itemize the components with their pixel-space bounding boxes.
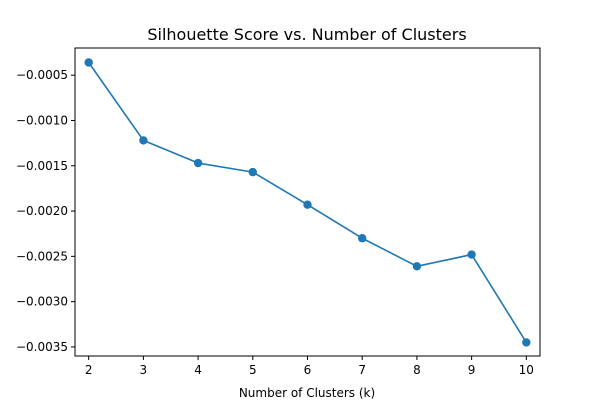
chart-title: Silhouette Score vs. Number of Clusters xyxy=(147,25,466,44)
x-axis-title: Number of Clusters (k) xyxy=(239,386,375,400)
data-point xyxy=(467,250,476,259)
y-tick-label: −0.0035 xyxy=(16,340,68,354)
x-tick-label: 4 xyxy=(194,363,202,377)
x-tick-label: 7 xyxy=(358,363,366,377)
y-tick-label: −0.0025 xyxy=(16,249,68,263)
x-tick-label: 2 xyxy=(85,363,93,377)
x-tick-label: 8 xyxy=(413,363,421,377)
x-tick-label: 9 xyxy=(468,363,476,377)
data-point xyxy=(412,262,422,271)
x-tick-label: 6 xyxy=(304,363,312,377)
x-tick-label: 10 xyxy=(519,363,534,377)
data-point xyxy=(84,58,93,67)
data-point xyxy=(303,200,312,209)
y-tick-label: −0.0020 xyxy=(16,204,68,218)
data-point xyxy=(193,158,203,168)
x-tick-label: 5 xyxy=(249,363,257,377)
x-tick-label: 3 xyxy=(140,363,148,377)
axis-ticks: 2 3 4 5 6 7 8 9 10 −0.0005 −0.0010 −0.0015 −0.0020 −0… xyxy=(16,68,534,377)
y-tick-label: −0.0005 xyxy=(16,68,68,82)
y-tick-label: −0.0015 xyxy=(16,159,68,173)
y-tick-label: −0.0010 xyxy=(16,113,68,127)
data-point xyxy=(139,136,148,145)
data-point xyxy=(522,338,531,347)
data-point xyxy=(248,167,257,177)
plot-area xyxy=(84,58,531,347)
data-point xyxy=(358,234,367,243)
y-tick-label: −0.0030 xyxy=(16,295,68,309)
